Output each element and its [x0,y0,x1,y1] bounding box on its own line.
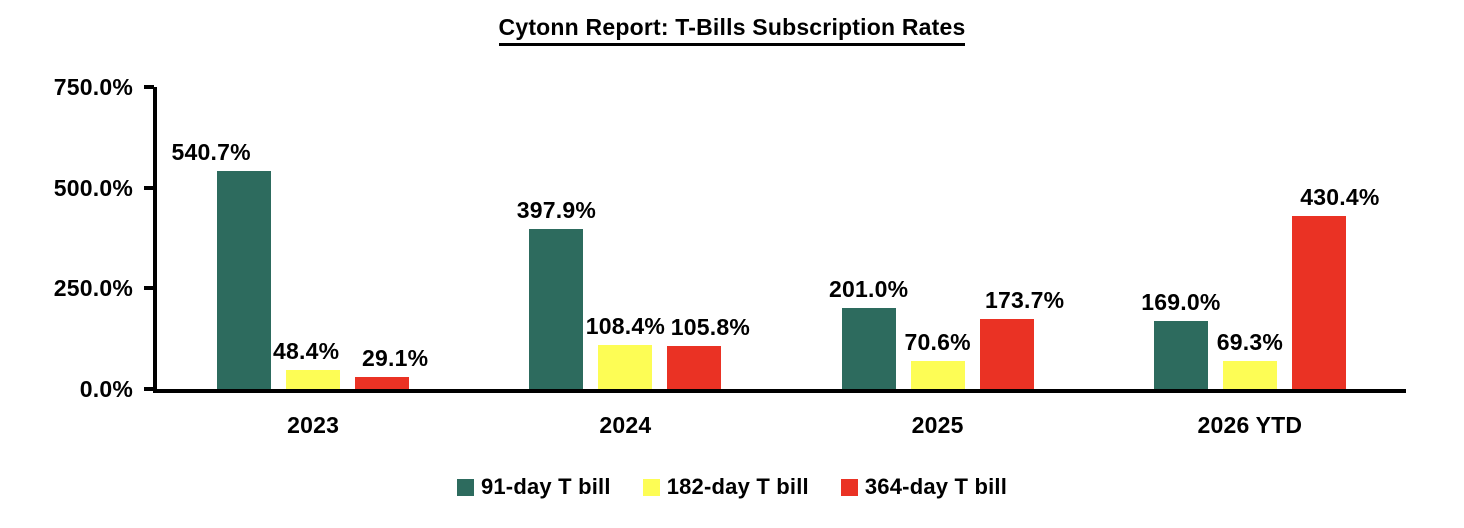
y-tick-mark [144,85,154,89]
legend-item-182-day-t-bill: 182-day T bill [642,474,809,500]
legend-swatch-icon [456,478,474,496]
bar-value-label: 29.1% [362,345,429,372]
bar-91-day-t-bill [1153,320,1208,389]
y-tick-mark [144,286,154,291]
bar-value-label: 105.8% [670,314,750,341]
plot-area: 540.7% 48.4% 29.1% 397.9% 108.4% 105.8% 201.0%… [157,87,1406,389]
bar-wrap: 201.0% [829,277,908,389]
bar-value-label: 397.9% [516,196,596,223]
bar-364-day-t-bill [667,346,722,389]
x-category-label: 2024 [599,412,652,438]
bar-364-day-t-bill [355,377,410,389]
legend-swatch-icon [642,478,660,496]
bar-value-label: 48.4% [273,337,340,364]
bar-group-2023: 540.7% 48.4% 29.1% [157,87,469,389]
bar-value-label: 169.0% [1141,288,1221,315]
legend-item-91-day-t-bill: 91-day T bill [456,474,611,500]
y-axis: 750.0% 500.0% 250.0% 0.0% [0,0,133,528]
bar-wrap: 29.1% [355,346,428,389]
y-tick-label: 750.0% [53,74,133,100]
bar-91-day-t-bill [217,171,272,389]
y-tick-mark [144,387,154,391]
x-axis-line [153,389,1406,393]
x-category-label: 2025 [911,412,964,438]
bar-value-label: 173.7% [985,287,1065,314]
y-tick-label: 500.0% [53,174,133,201]
legend-swatch-icon [840,478,858,496]
bar-wrap: 169.0% [1141,290,1220,389]
bar-182-day-t-bill [286,369,341,389]
bar-value-label: 540.7% [171,139,251,166]
bar-value-label: 201.0% [829,276,909,303]
y-tick-label: 0.0% [79,376,133,402]
bar-182-day-t-bill [910,360,965,389]
chart-title: Cytonn Report: T-Bills Subscription Rate… [498,14,966,46]
bar-value-label: 70.6% [904,328,971,355]
bar-value-label: 108.4% [585,313,665,340]
bar-364-day-t-bill [1291,215,1346,389]
x-axis-labels: 2023 2024 2025 2026 YTD [157,412,1406,439]
legend-label: 182-day T bill [666,474,809,499]
bar-group-2024: 397.9% 108.4% 105.8% [469,87,781,389]
bar-value-label: 430.4% [1300,183,1380,210]
bar-wrap: 105.8% [667,315,750,389]
bar-value-label: 69.3% [1216,329,1283,356]
legend-item-364-day-t-bill: 364-day T bill [840,474,1008,500]
bar-182-day-t-bill [1222,361,1277,389]
legend-label: 91-day T bill [480,474,611,499]
bar-group-2026-ytd: 169.0% 69.3% 430.4% [1094,87,1406,389]
bar-182-day-t-bill [598,345,653,389]
bar-wrap: 397.9% [517,198,596,389]
chart-title-row: Cytonn Report: T-Bills Subscription Rate… [0,14,1464,46]
bar-wrap: 69.3% [1217,330,1283,389]
bar-wrap: 48.4% [273,339,341,389]
y-axis-line [153,87,157,393]
legend-label: 364-day T bill [864,474,1008,499]
bar-364-day-t-bill [979,319,1034,389]
bar-91-day-t-bill [841,308,896,389]
bar-wrap: 108.4% [586,314,665,389]
y-tick-label: 250.0% [53,275,133,302]
x-category-label: 2026 YTD [1197,412,1303,438]
bar-wrap: 540.7% [172,140,272,389]
bar-wrap: 430.4% [1291,185,1379,389]
bar-group-2025: 201.0% 70.6% 173.7% [782,87,1094,389]
bar-wrap: 173.7% [979,288,1064,389]
bar-91-day-t-bill [529,228,584,389]
x-category-label: 2023 [287,412,340,438]
y-tick-mark [144,185,154,190]
legend: 91-day T bill 182-day T bill 364-day T bil… [0,474,1464,500]
bar-wrap: 70.6% [905,330,971,389]
